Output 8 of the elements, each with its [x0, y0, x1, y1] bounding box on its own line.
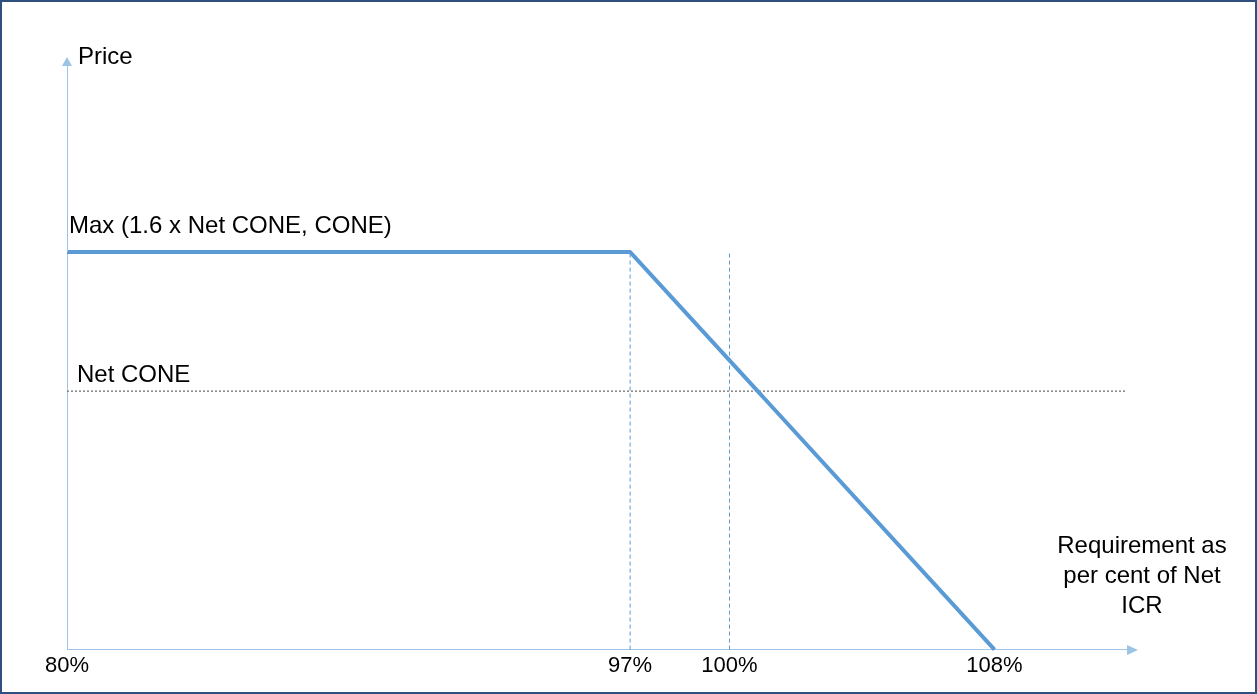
x-tick-label: 100%	[701, 651, 758, 677]
x-axis-title: Requirement as per cent of Net ICR	[1056, 530, 1228, 620]
x-tick-label: 108%	[966, 651, 1023, 677]
text: Price	[78, 42, 133, 70]
text: Max (1.6 x Net CONE, CONE)	[69, 210, 392, 238]
ref-line-label: Net CONE	[77, 359, 191, 387]
x-tick-label: 80%	[44, 651, 90, 677]
x-tick-label: 97%	[608, 651, 653, 677]
